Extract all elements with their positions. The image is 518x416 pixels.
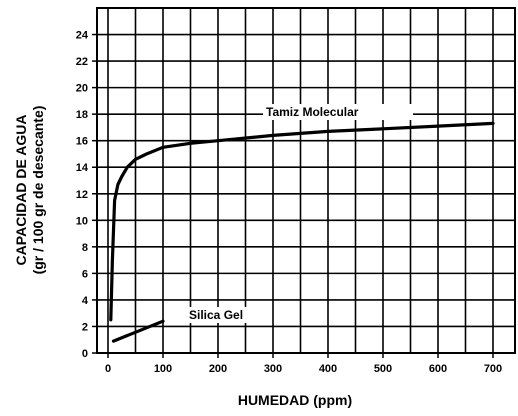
y-tick-label: 22 <box>76 56 88 68</box>
y-tick-label: 2 <box>82 321 88 333</box>
y-axis-title: CAPACIDAD DE AGUA (gr / 100 gr de deseca… <box>13 106 46 275</box>
x-tick-label: 100 <box>154 363 172 375</box>
series-label-tamiz-molecular: Tamiz Molecular <box>266 105 359 119</box>
x-tick-label: 500 <box>374 363 392 375</box>
y-tick-label: 0 <box>82 348 88 360</box>
y-tick-label: 10 <box>76 215 88 227</box>
y-tick-label: 20 <box>76 83 88 95</box>
x-tick-label: 200 <box>209 363 227 375</box>
x-tick-label: 400 <box>319 363 337 375</box>
x-tick-label: 600 <box>429 363 447 375</box>
x-tick-label: 300 <box>264 363 282 375</box>
y-tick-label: 16 <box>76 136 88 148</box>
series-layer <box>109 121 495 343</box>
x-tick-label: 700 <box>484 363 502 375</box>
series-label-silica-gel-background <box>186 307 272 323</box>
y-tick-label: 18 <box>76 109 88 121</box>
x-axis-title: HUMEDAD (ppm) <box>238 392 352 408</box>
series-line-tamiz-molecular <box>109 121 495 322</box>
y-tick-label: 12 <box>76 189 88 201</box>
grid <box>97 8 515 353</box>
series-line-silica-gel <box>111 319 165 343</box>
series-labels: Tamiz Molecular Silica Gel <box>186 104 413 323</box>
y-axis-title-line2: (gr / 100 gr de desecante) <box>30 106 46 275</box>
series-label-silica-gel: Silica Gel <box>189 308 243 322</box>
series-label-tamiz-molecular-background <box>263 104 413 120</box>
y-tick-label: 8 <box>82 242 88 254</box>
y-tick-label: 4 <box>82 295 89 307</box>
x-axis: 0 100 200 300 400 500 600 700 <box>105 353 502 375</box>
y-tick-label: 14 <box>76 162 89 174</box>
x-tick-label: 0 <box>105 363 111 375</box>
y-axis-title-line1: CAPACIDAD DE AGUA <box>13 115 29 266</box>
y-tick-label: 24 <box>76 30 89 42</box>
y-tick-label: 6 <box>82 268 88 280</box>
plot-frame <box>96 7 516 354</box>
